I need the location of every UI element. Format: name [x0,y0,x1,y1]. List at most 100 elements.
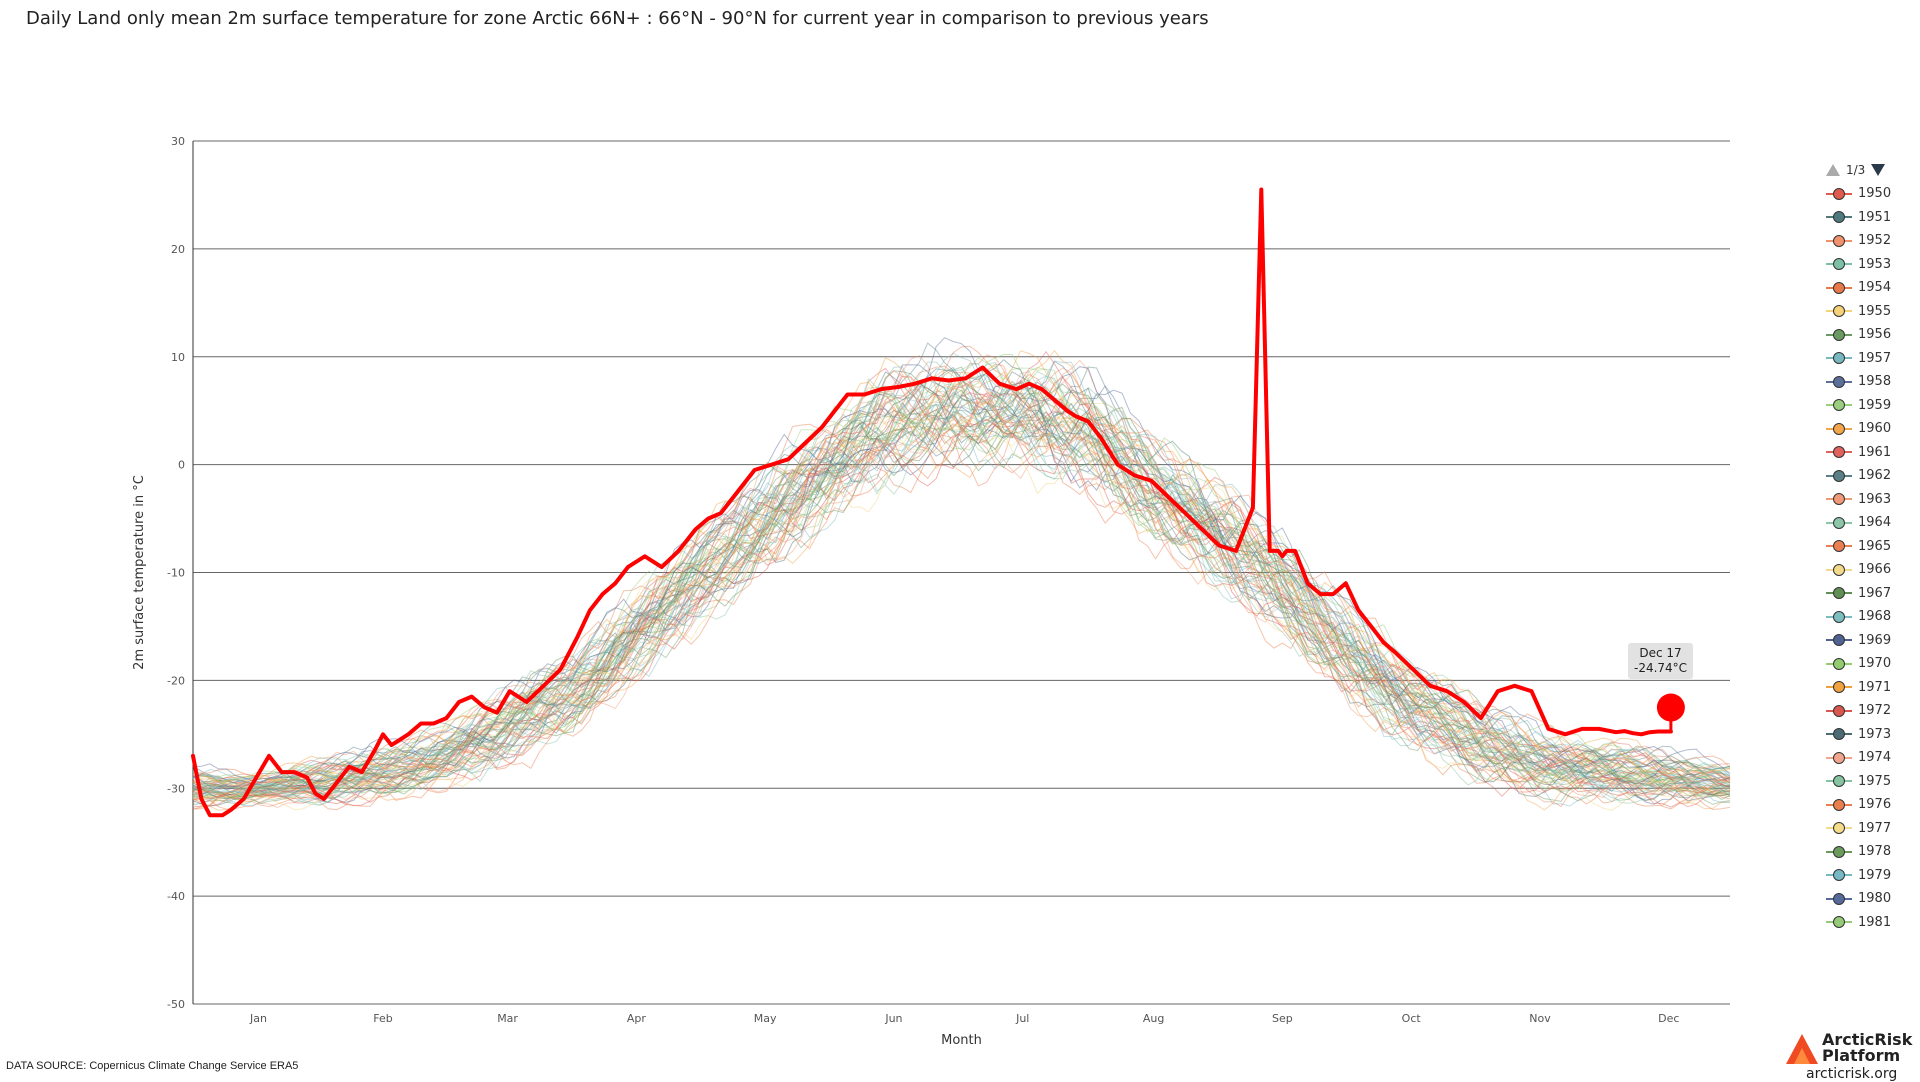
legend-item-label: 1953 [1858,256,1892,272]
axes: 30 20 10 0 -10 -20 -30 -40 -50 Jan Feb Mar Apr May Jun… [132,135,1679,1048]
legend-swatch-icon [1826,281,1852,294]
legend-item[interactable]: 1977 [1826,817,1916,841]
legend-item[interactable]: 1981 [1826,911,1916,935]
legend-item[interactable]: 1953 [1826,253,1916,277]
legend-item[interactable]: 1964 [1826,511,1916,535]
legend-swatch-icon [1826,516,1852,529]
legend-item[interactable]: 1973 [1826,723,1916,747]
y-tick-label: -50 [167,998,185,1011]
y-tick-label: -40 [167,890,185,903]
legend-item[interactable]: 1965 [1826,535,1916,559]
historical-year-line [192,376,1731,799]
historical-year-line [192,370,1731,791]
legend-item[interactable]: 1956 [1826,323,1916,347]
legend-swatch-icon [1826,258,1852,271]
tooltip-value: -24.74°C [1634,661,1688,675]
logo-text: ArcticRisk Platform [1822,1032,1912,1064]
legend-page-down-icon[interactable] [1871,164,1886,176]
historical-year-line [192,391,1731,803]
legend-item[interactable]: 1966 [1826,558,1916,582]
legend-swatch-icon [1826,845,1852,858]
historical-year-line [192,401,1731,807]
legend-item[interactable]: 1975 [1826,770,1916,794]
legend-item-label: 1957 [1858,350,1892,366]
legend-item[interactable]: 1959 [1826,394,1916,418]
legend-item[interactable]: 1967 [1826,582,1916,606]
historical-year-line [192,380,1731,798]
historical-year-line [192,357,1731,791]
legend-item[interactable]: 1979 [1826,864,1916,888]
legend-swatch-icon [1826,869,1852,882]
legend-item[interactable]: 1951 [1826,206,1916,230]
legend-swatch-icon [1826,375,1852,388]
legend-swatch-icon [1826,728,1852,741]
legend-item-label: 1979 [1858,867,1892,883]
historical-series [192,337,1731,811]
legend-item-label: 1955 [1858,303,1892,319]
legend-item-label: 1959 [1858,397,1892,413]
legend-item[interactable]: 1962 [1826,464,1916,488]
legend-item[interactable]: 1954 [1826,276,1916,300]
legend-item-label: 1951 [1858,209,1892,225]
historical-year-line [192,384,1731,802]
legend-item[interactable]: 1978 [1826,840,1916,864]
legend-item[interactable]: 1955 [1826,300,1916,324]
legend-item-label: 1950 [1858,186,1892,202]
legend-item[interactable]: 1957 [1826,347,1916,371]
logo-url: arcticrisk.org [1806,1066,1898,1082]
legend-swatch-icon [1826,610,1852,623]
legend-pager: 1/3 [1826,160,1916,180]
historical-year-line [192,392,1731,801]
historical-year-line [192,366,1731,795]
legend-item[interactable]: 1980 [1826,887,1916,911]
legend-item[interactable]: 1968 [1826,605,1916,629]
historical-year-line [192,389,1731,805]
legend-swatch-icon [1826,587,1852,600]
legend-swatch-icon [1826,892,1852,905]
historical-year-line [192,382,1731,802]
legend-item[interactable]: 1961 [1826,441,1916,465]
historical-year-line [192,378,1731,801]
y-axis-title: 2m surface temperature in °C [132,475,147,670]
x-tick-label: Sep [1272,1012,1293,1025]
legend-item[interactable]: 1970 [1826,652,1916,676]
legend-item[interactable]: 1971 [1826,676,1916,700]
legend-item[interactable]: 1969 [1826,629,1916,653]
y-tick-label: -20 [167,674,185,687]
x-tick-label: Jun [884,1012,902,1025]
legend-page-up-icon[interactable] [1826,164,1840,176]
y-tick-label: 30 [171,135,185,148]
x-tick-label: Feb [373,1012,392,1025]
legend-item[interactable]: 1963 [1826,488,1916,512]
legend-item[interactable]: 1976 [1826,793,1916,817]
historical-year-line [192,350,1731,787]
historical-year-line [192,381,1731,805]
y-tick-label: -30 [167,782,185,795]
data-tooltip: Dec 17 -24.74°C [1628,643,1694,679]
legend-item-label: 1971 [1858,679,1892,695]
y-tick-label: 0 [178,459,185,472]
legend-item-label: 1963 [1858,491,1892,507]
legend-item[interactable]: 1952 [1826,229,1916,253]
historical-year-line [192,337,1731,783]
legend-item-label: 1965 [1858,538,1892,554]
legend-item-label: 1972 [1858,703,1892,719]
chart-title: Daily Land only mean 2m surface temperat… [26,8,1209,29]
legend-item-label: 1968 [1858,609,1892,625]
legend-item-label: 1958 [1858,374,1892,390]
legend-item[interactable]: 1974 [1826,746,1916,770]
legend-item-label: 1980 [1858,891,1892,907]
legend-item[interactable]: 1960 [1826,417,1916,441]
historical-year-line [192,387,1731,801]
legend-item-label: 1976 [1858,797,1892,813]
y-tick-label: 10 [171,351,185,364]
legend-item[interactable]: 1950 [1826,182,1916,206]
legend-item[interactable]: 1972 [1826,699,1916,723]
legend-swatch-icon [1826,469,1852,482]
legend: 1/3 1950 1951 1952 1953 1954 1955 1956 1957 1958… [1826,160,1916,934]
arcticrisk-logo[interactable]: ArcticRisk Platform arcticrisk.org [1786,998,1916,1082]
historical-year-line [192,379,1731,799]
legend-swatch-icon [1826,187,1852,200]
legend-item[interactable]: 1958 [1826,370,1916,394]
